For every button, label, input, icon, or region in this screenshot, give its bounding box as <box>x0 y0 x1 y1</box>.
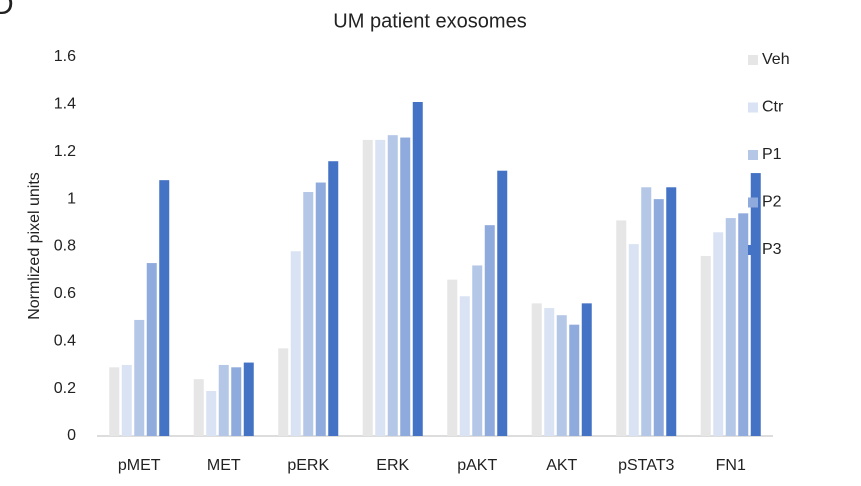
bar <box>290 251 301 436</box>
bar <box>362 139 373 436</box>
legend-swatch <box>748 102 758 113</box>
x-tick-label: FN1 <box>716 457 746 474</box>
bar <box>569 324 580 436</box>
bar <box>544 308 555 436</box>
bar <box>447 279 458 436</box>
bar <box>412 102 423 436</box>
legend-swatch <box>748 197 758 208</box>
chart-title: UM patient exosomes <box>333 10 526 32</box>
y-tick-label: 0 <box>67 427 76 444</box>
y-axis-label: Normlized pixel units <box>26 172 43 320</box>
y-tick-label: 0.2 <box>54 380 76 397</box>
x-tick-label: ERK <box>376 457 409 474</box>
legend-label: P1 <box>762 146 782 163</box>
x-tick-label: pSTAT3 <box>618 457 674 474</box>
bar <box>725 218 736 436</box>
legend-label: P3 <box>762 241 782 258</box>
legend-label: Ctr <box>762 99 784 116</box>
bar <box>218 364 229 436</box>
bar <box>206 390 217 436</box>
bar <box>459 296 470 436</box>
y-tick-label: 0.4 <box>54 332 76 349</box>
bar <box>531 303 542 436</box>
legend-swatch <box>748 245 758 255</box>
bar <box>375 139 386 436</box>
bar <box>472 265 483 436</box>
y-tick-label: 0.8 <box>54 238 76 255</box>
bar <box>278 348 289 436</box>
legend-label: P2 <box>762 194 782 211</box>
legend-label: Veh <box>762 51 790 68</box>
legend-swatch <box>748 150 758 160</box>
bar <box>750 173 761 436</box>
x-tick-label: pERK <box>287 457 329 474</box>
bar <box>653 199 664 436</box>
y-tick-label: 1.4 <box>54 96 76 113</box>
bar <box>497 170 508 436</box>
bar <box>328 161 339 436</box>
x-tick-label: pAKT <box>457 457 497 474</box>
bar <box>121 364 132 436</box>
bar <box>193 379 204 436</box>
bar <box>159 180 170 436</box>
bar <box>134 319 145 436</box>
bar <box>315 182 326 436</box>
bar <box>109 367 120 436</box>
bar <box>556 315 567 436</box>
panel-label: D <box>0 0 14 21</box>
legend-swatch <box>748 55 758 65</box>
y-tick-label: 1.6 <box>54 48 76 65</box>
bar <box>581 303 592 436</box>
bar <box>641 187 652 436</box>
y-tick-label: 0.6 <box>54 285 76 302</box>
y-tick-label: 1 <box>67 190 76 207</box>
bar <box>666 187 677 436</box>
x-tick-label: AKT <box>546 457 577 474</box>
bar <box>738 213 749 436</box>
y-tick-label: 1.2 <box>54 143 76 160</box>
bar <box>700 255 711 436</box>
bar <box>387 135 398 436</box>
bar <box>243 362 254 436</box>
bar <box>616 220 627 436</box>
bar <box>400 137 411 436</box>
bar <box>303 192 314 436</box>
bar <box>231 367 242 436</box>
bar <box>484 225 495 436</box>
x-tick-label: pMET <box>118 457 161 474</box>
bar <box>713 232 724 436</box>
bar <box>628 244 639 436</box>
bar <box>146 263 157 436</box>
x-tick-label: MET <box>207 457 241 474</box>
